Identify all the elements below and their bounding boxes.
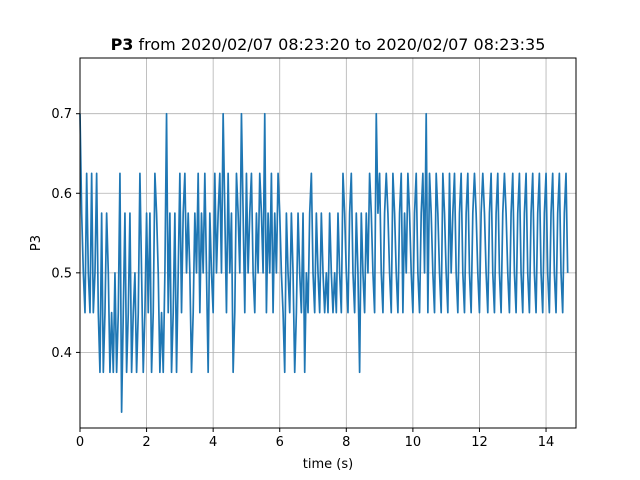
y-tick-label: 0.6 <box>51 187 72 202</box>
y-tick-label: 0.7 <box>51 107 72 122</box>
x-tick-label: 0 <box>76 435 84 450</box>
x-tick-label: 14 <box>538 435 555 450</box>
x-axis-ticks: 0 2 4 6 8 10 12 14 <box>76 428 554 450</box>
x-tick-label: 6 <box>276 435 284 450</box>
y-axis-label: P3 <box>29 235 44 251</box>
x-tick-label: 8 <box>342 435 350 450</box>
series-layer <box>79 112 569 413</box>
x-tick-label: 12 <box>471 435 488 450</box>
series-line <box>79 112 569 413</box>
y-axis-ticks: 0.4 0.5 0.6 0.7 <box>51 107 80 361</box>
x-tick-label: 4 <box>209 435 217 450</box>
chart-title-rest: from 2020/02/07 08:23:20 to 2020/02/07 0… <box>133 35 545 54</box>
y-tick-label: 0.5 <box>51 266 72 281</box>
plot-frame <box>79 57 577 429</box>
x-tick-label: 2 <box>142 435 150 450</box>
x-tick-label: 10 <box>405 435 422 450</box>
chart-title: P3 from 2020/02/07 08:23:20 to 2020/02/0… <box>111 35 546 54</box>
y-tick-label: 0.4 <box>51 346 72 361</box>
x-axis-label: time (s) <box>303 457 353 472</box>
chart-title-bold: P3 <box>111 35 134 54</box>
